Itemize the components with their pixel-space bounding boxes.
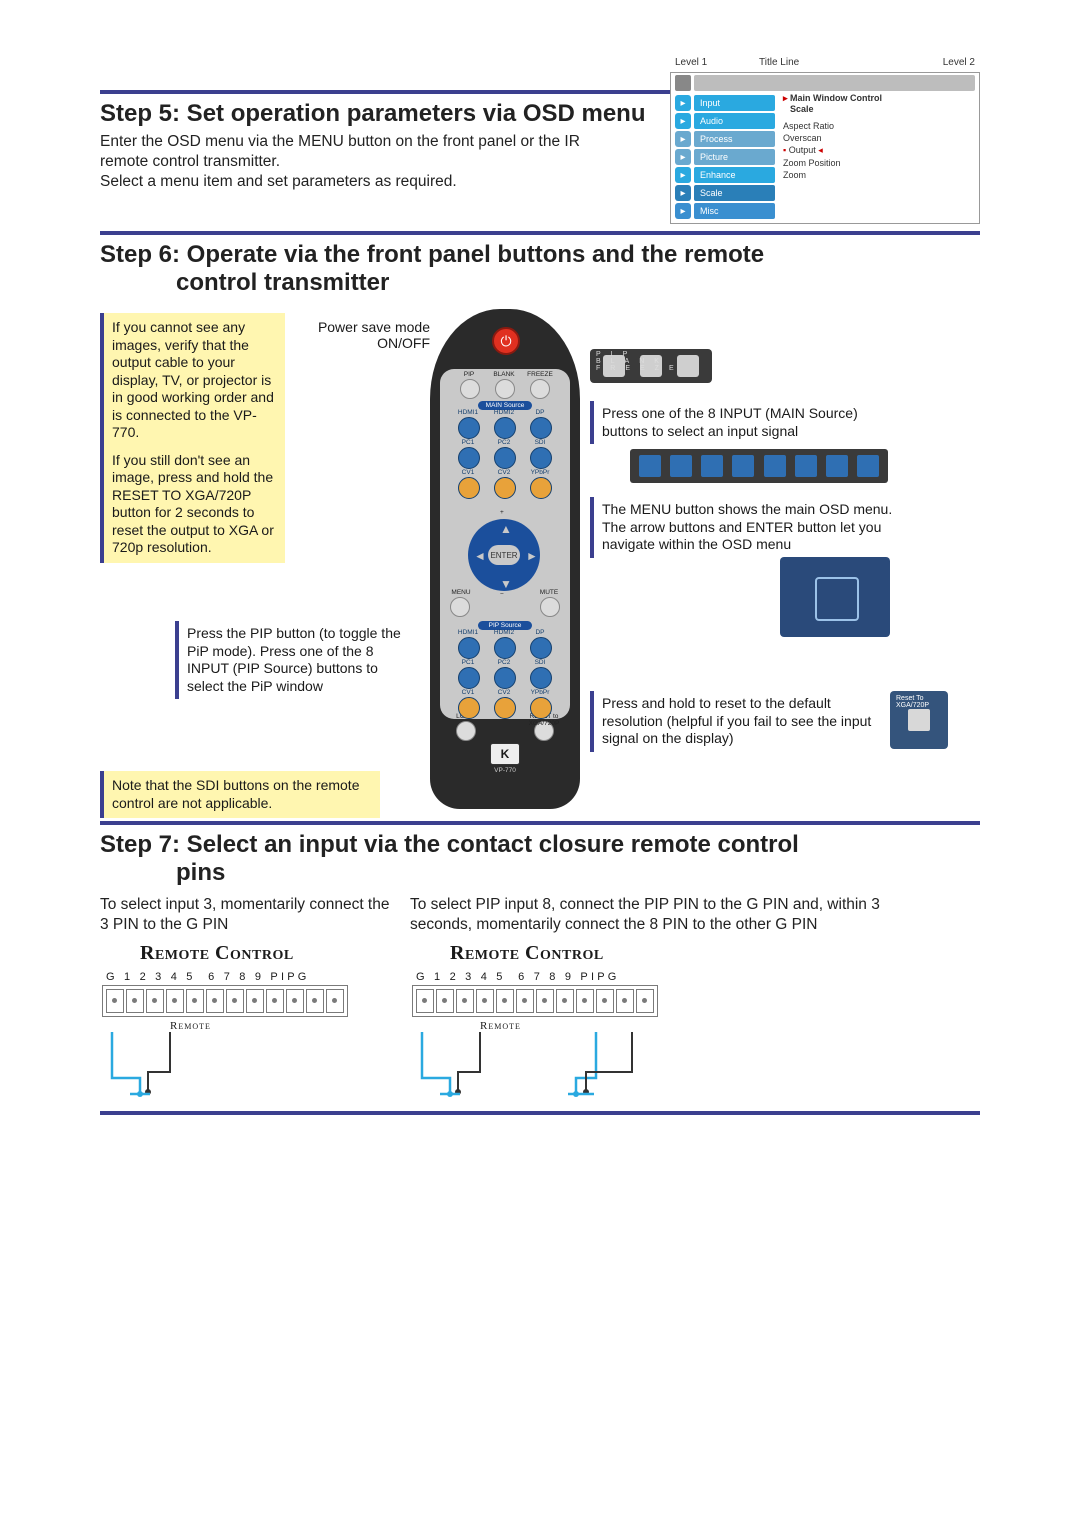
eight-input-strip xyxy=(630,449,888,483)
osd-title-bar xyxy=(694,75,975,91)
divider xyxy=(100,1111,980,1115)
remote-mute-label: MUTE xyxy=(534,589,564,596)
osd-diagram: Level 1 Title Line Level 2 ▸Input▸Audio▸… xyxy=(670,72,980,224)
osd-label-level1: Level 1 xyxy=(675,57,707,68)
remote-menu-label: MENU xyxy=(446,589,476,596)
divider xyxy=(100,821,980,825)
terminal-block-left xyxy=(102,985,348,1017)
wire-diagram-left xyxy=(100,1032,340,1102)
callout-no-image: If you cannot see any images, verify tha… xyxy=(100,313,285,563)
reset-text: Press and hold to reset to the default r… xyxy=(590,691,890,752)
step7-right: To select PIP input 8, connect the PIP P… xyxy=(410,891,880,1092)
step6-heading: Step 6: Operate via the front panel butt… xyxy=(100,241,980,297)
step6-callouts-left: If you cannot see any images, verify tha… xyxy=(100,313,285,563)
step5-section: Step 5: Set operation parameters via OSD… xyxy=(100,100,980,191)
pip-instruction: Press the PIP button (to toggle the PiP … xyxy=(175,621,425,699)
menu-nav-text: The MENU button shows the main OSD menu.… xyxy=(590,497,910,558)
osd-title-right2: Scale xyxy=(790,104,814,114)
nav-pad-illustration xyxy=(780,557,890,637)
sdi-note: Note that the SDI buttons on the remote … xyxy=(100,771,380,818)
osd-title-right1: Main Window Control xyxy=(790,93,882,103)
osd-label-level2: Level 2 xyxy=(943,57,975,68)
osd-menu-list: ▸Input▸Audio▸Process▸Picture▸Enhance▸Sca… xyxy=(675,93,775,219)
remote-control-title: Remote Control xyxy=(140,943,400,963)
step7-heading: Step 7: Select an input via the contact … xyxy=(100,831,980,887)
remote-label: Remote xyxy=(170,1020,400,1032)
kramer-logo-icon: K xyxy=(490,743,520,765)
reset-button-illustration: Reset To XGA/720P xyxy=(890,691,948,749)
power-save-label: Power save mode ON/OFF xyxy=(310,319,430,351)
step6-section: If you cannot see any images, verify tha… xyxy=(100,301,980,821)
osd-label-title: Title Line xyxy=(759,57,799,68)
osd-logo-icon xyxy=(675,75,691,91)
pin-labels: G 1 2 3 4 5 6 7 8 9 PIPG xyxy=(416,971,880,983)
osd-right-panel: ▸ Main Window Control ▸ Scale Aspect Rat… xyxy=(775,93,975,219)
terminal-block-right xyxy=(412,985,658,1017)
wire-diagram-right xyxy=(410,1032,670,1102)
remote-control-title: Remote Control xyxy=(450,943,880,963)
step7-left-text: To select input 3, momentarily connect t… xyxy=(100,895,400,935)
step7-left: To select input 3, momentarily connect t… xyxy=(100,891,400,1092)
input-buttons-text: Press one of the 8 INPUT (MAIN Source) b… xyxy=(590,401,900,444)
divider xyxy=(100,231,980,235)
remote-control-illustration: ⏻ PIP BLANK FREEZE MAIN Source ENTER ▲ ▼… xyxy=(430,309,580,809)
three-button-strip: PIP BLANK FREEZE xyxy=(590,349,712,383)
step5-body: Enter the OSD menu via the MENU button o… xyxy=(100,132,580,191)
step7-right-text: To select PIP input 8, connect the PIP P… xyxy=(410,895,880,935)
pin-labels: G 1 2 3 4 5 6 7 8 9 PIPG xyxy=(106,971,400,983)
remote-enter-btn: ENTER xyxy=(488,545,520,565)
remote-label: Remote xyxy=(480,1020,880,1032)
step7-section: To select input 3, momentarily connect t… xyxy=(100,891,980,1111)
